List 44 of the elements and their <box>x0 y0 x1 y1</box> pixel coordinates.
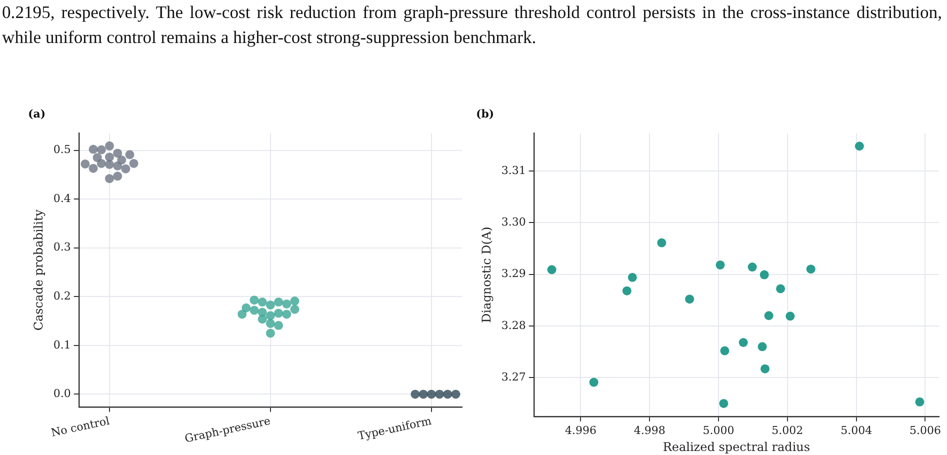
point <box>915 397 924 406</box>
point <box>589 378 598 387</box>
point <box>622 286 632 296</box>
x-tick-label: No control <box>50 414 112 440</box>
y-tick-label: 0.3 <box>53 240 71 254</box>
point <box>719 398 728 408</box>
point <box>685 294 694 304</box>
point <box>760 270 769 280</box>
y-tick-label: 3.28 <box>501 318 526 332</box>
point <box>716 260 725 270</box>
x-axis-title: Realized spectral radius <box>662 440 810 454</box>
point <box>657 238 666 248</box>
x-tick-label: 5.002 <box>772 424 804 437</box>
point <box>764 311 774 320</box>
point <box>760 364 770 374</box>
point <box>776 284 786 294</box>
point <box>748 262 757 272</box>
y-tick-label: 3.30 <box>501 215 526 228</box>
chart-title: (b) <box>476 107 494 120</box>
x-tick-label: 4.996 <box>564 424 596 437</box>
y-tick-label: 0.1 <box>53 338 71 352</box>
chart-title: (a) <box>28 107 46 120</box>
point <box>786 312 795 321</box>
y-tick-label: 3.29 <box>501 267 526 280</box>
y-axis-title: Cascade probability <box>31 209 46 331</box>
x-tick-label: 5.004 <box>840 424 872 437</box>
point <box>628 272 637 282</box>
point <box>547 265 556 274</box>
x-tick-label: 4.998 <box>634 424 666 437</box>
y-tick-label: 0.0 <box>53 387 71 400</box>
y-tick-label: 0.5 <box>53 143 71 156</box>
y-tick-label: 0.2 <box>53 290 71 303</box>
point <box>854 142 864 151</box>
y-tick-label: 3.31 <box>501 164 526 177</box>
point <box>738 338 748 347</box>
x-tick-label: 5.000 <box>702 424 734 437</box>
x-tick-label: 5.006 <box>909 424 941 437</box>
point <box>758 342 767 352</box>
y-tick-label: 3.27 <box>501 370 526 384</box>
y-axis-title: Diagnostic D(A) <box>479 226 494 323</box>
point <box>720 346 730 356</box>
point <box>806 264 816 274</box>
text: 0.2195, respectively. The low-cost risk reduction from graph-pressure threshold control persists in the cross-instance distribution, while uniform control remains a higher-cost strong-suppression benchmark. <box>2 1 942 49</box>
y-tick-label: 0.4 <box>53 192 71 205</box>
